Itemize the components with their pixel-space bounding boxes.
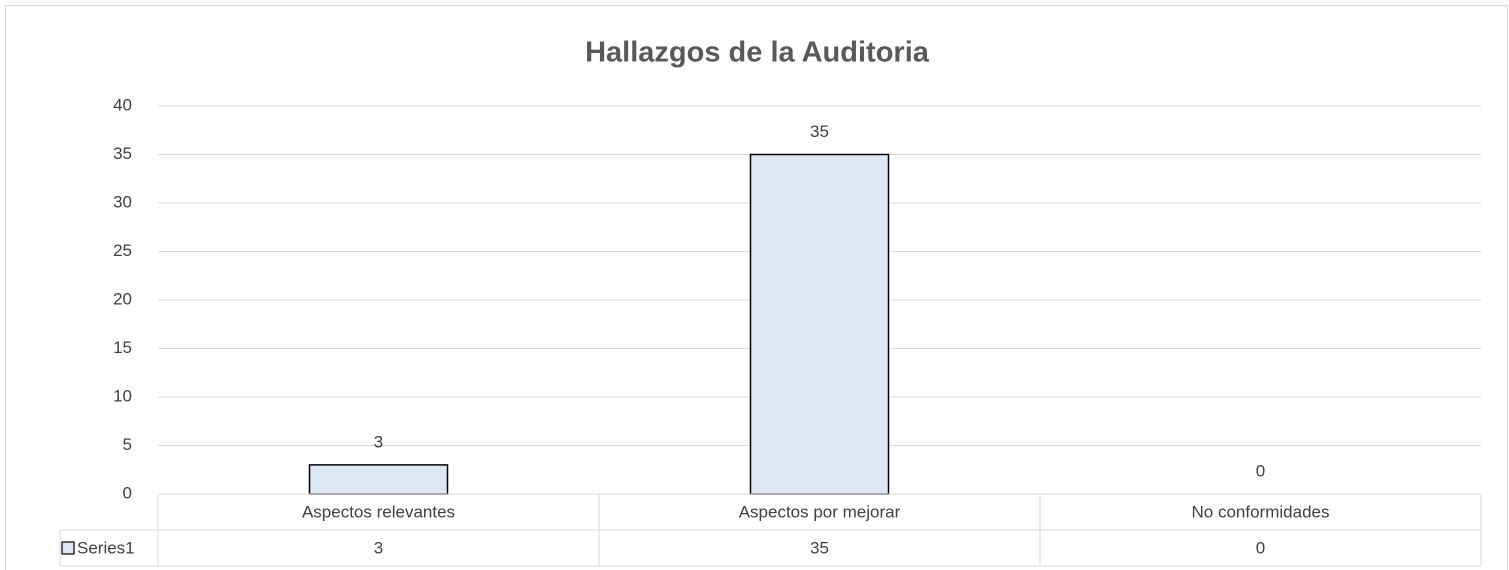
chart-border <box>5 5 1508 570</box>
y-tick-label: 0 <box>123 483 132 502</box>
bar <box>749 153 890 495</box>
x-tick-label: Aspectos por mejorar <box>739 502 901 521</box>
y-tick-label: 15 <box>113 338 132 357</box>
data-label: 3 <box>374 432 383 451</box>
legend-label: Series1 <box>77 538 135 557</box>
y-tick-label: 5 <box>123 435 132 454</box>
table-value: 3 <box>374 538 383 557</box>
y-tick-label: 35 <box>113 144 132 163</box>
y-tick-label: 20 <box>113 289 132 308</box>
chart-title: Hallazgos de la Auditoria <box>585 37 930 69</box>
table-value: 35 <box>810 538 829 557</box>
data-label: 0 <box>1256 461 1265 480</box>
y-tick-label: 30 <box>113 192 132 211</box>
bar <box>308 464 449 495</box>
x-tick-label: No conformidades <box>1192 502 1330 521</box>
table-value: 0 <box>1256 538 1265 557</box>
data-label: 35 <box>810 122 829 141</box>
y-tick-label: 25 <box>113 241 132 260</box>
legend-key <box>61 541 75 555</box>
y-tick-label: 40 <box>113 95 132 114</box>
x-tick-label: Aspectos relevantes <box>302 502 455 521</box>
y-tick-label: 10 <box>113 386 132 405</box>
